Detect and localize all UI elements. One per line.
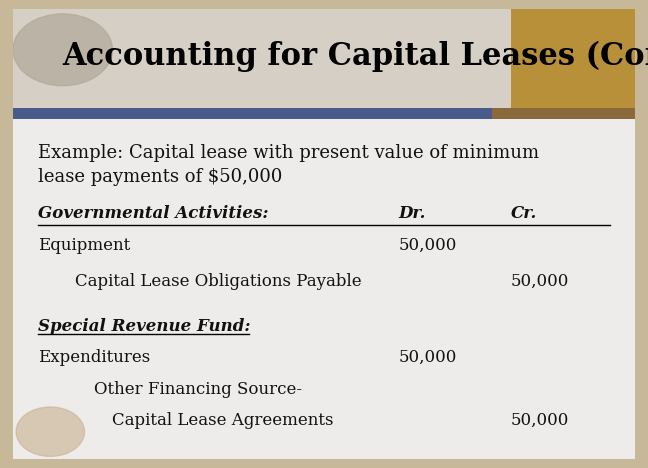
FancyBboxPatch shape: [13, 9, 635, 108]
Text: Accounting for Capital Leases (Cont’d): Accounting for Capital Leases (Cont’d): [63, 41, 648, 72]
Text: Capital Lease Obligations Payable: Capital Lease Obligations Payable: [75, 273, 362, 290]
Text: Governmental Activities:: Governmental Activities:: [38, 205, 268, 222]
FancyBboxPatch shape: [511, 9, 635, 108]
Text: 50,000: 50,000: [511, 412, 569, 429]
Text: Expenditures: Expenditures: [38, 349, 150, 366]
Text: Cr.: Cr.: [511, 205, 537, 222]
Text: Example: Capital lease with present value of minimum
lease payments of $50,000: Example: Capital lease with present valu…: [38, 144, 539, 186]
Circle shape: [16, 407, 84, 456]
Text: Dr.: Dr.: [399, 205, 426, 222]
Text: Special Revenue Fund:: Special Revenue Fund:: [38, 318, 250, 335]
Text: Capital Lease Agreements: Capital Lease Agreements: [113, 412, 334, 429]
Text: 50,000: 50,000: [399, 349, 457, 366]
FancyBboxPatch shape: [13, 9, 635, 459]
FancyBboxPatch shape: [13, 108, 492, 119]
Text: Equipment: Equipment: [38, 237, 130, 254]
FancyBboxPatch shape: [492, 108, 635, 119]
Text: 50,000: 50,000: [399, 237, 457, 254]
Text: 50,000: 50,000: [511, 273, 569, 290]
Text: Other Financing Source-: Other Financing Source-: [94, 380, 302, 397]
Circle shape: [13, 14, 113, 86]
